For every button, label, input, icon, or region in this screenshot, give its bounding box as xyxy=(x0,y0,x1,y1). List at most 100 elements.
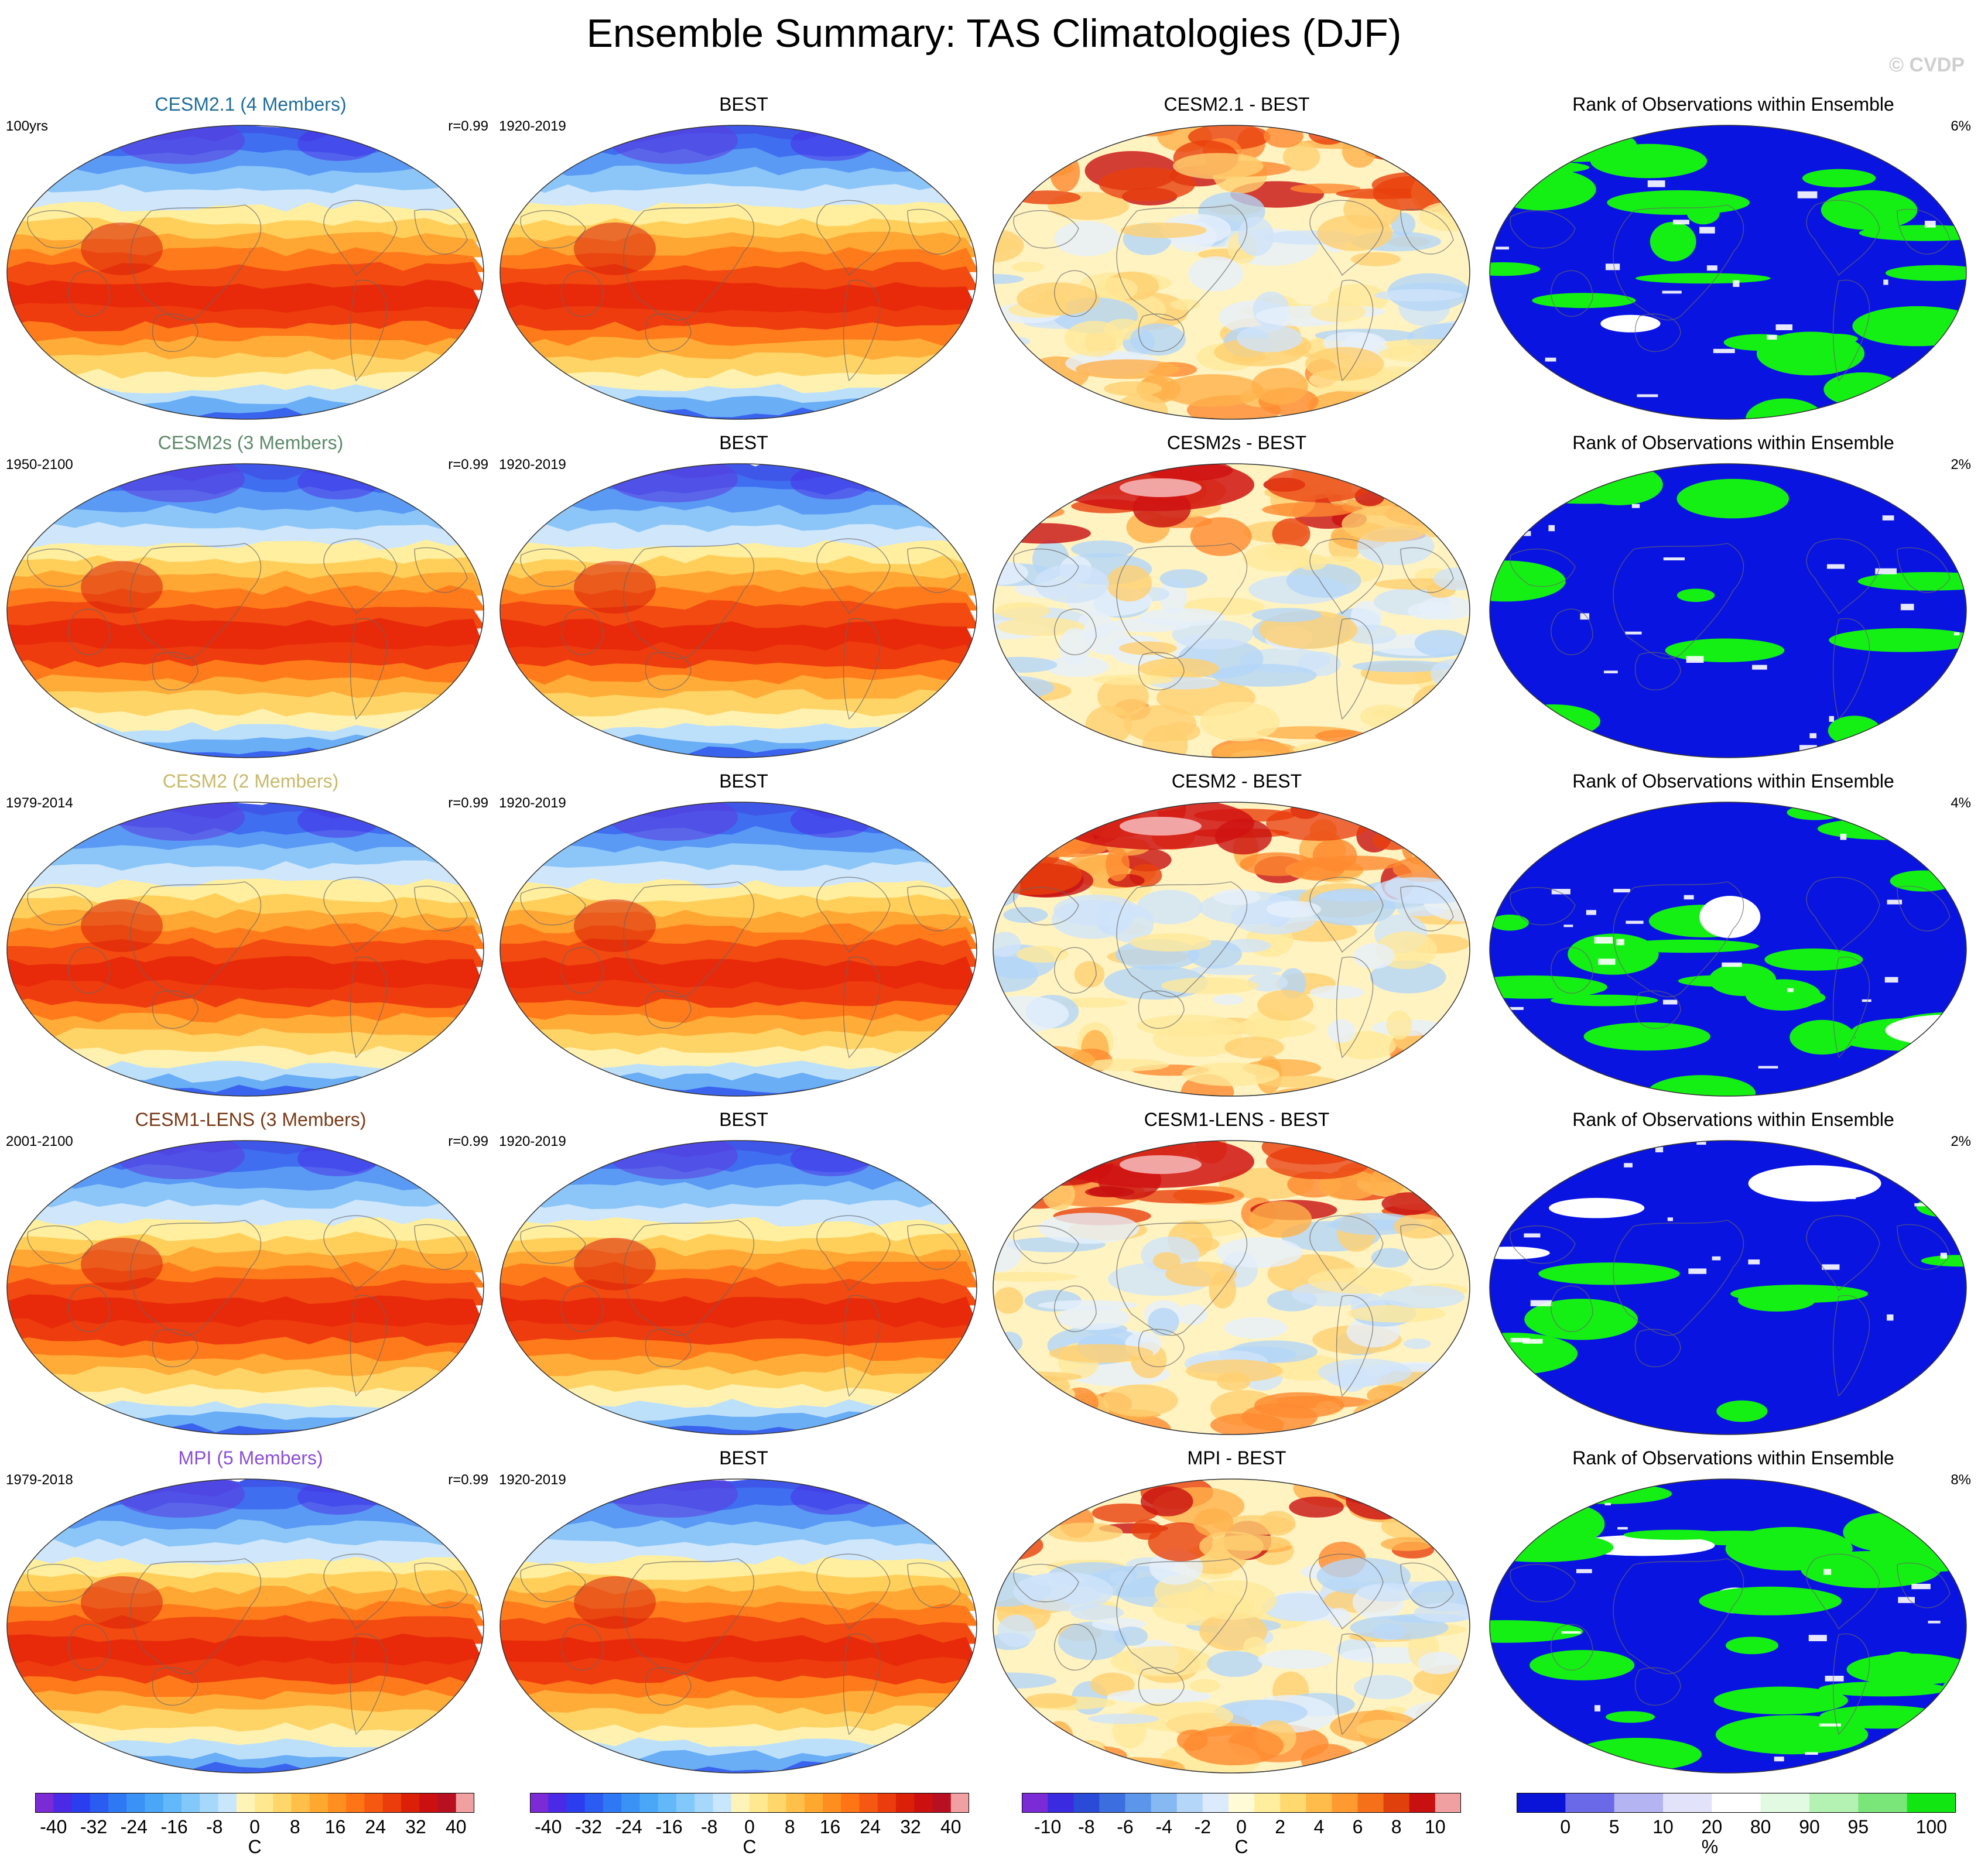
colorbar-swatch xyxy=(1809,1793,1859,1813)
obs-colorbar: -40 -32 -24 -16 -8 0 8 16 24 32 40 C xyxy=(530,1793,969,1857)
colorbar-tick-label: 0 xyxy=(249,1816,260,1837)
colorbar-tick-label: -24 xyxy=(615,1816,642,1837)
rank-map xyxy=(1489,1140,1967,1435)
colorbar-tick-label: -2 xyxy=(1194,1816,1212,1837)
panel-difference-row2: CESM2s - BEST xyxy=(991,432,1483,760)
obs-map xyxy=(499,463,977,758)
colorbar-swatch xyxy=(1099,1793,1125,1813)
colorbar-swatch xyxy=(896,1793,915,1813)
panel-rank-row4: Rank of Observations within Ensemble 2% xyxy=(1487,1109,1979,1437)
colorbar-swatch xyxy=(1048,1793,1074,1813)
colorbar-tick-label: 6 xyxy=(1352,1816,1363,1837)
colorbar-swatch xyxy=(1125,1793,1152,1813)
colorbar-tick-label: 0 xyxy=(1236,1816,1247,1837)
colorbar-tick-label: 32 xyxy=(405,1816,426,1837)
pattern-correlation: r=0.99 xyxy=(448,1134,488,1149)
colorbar-swatch xyxy=(950,1793,969,1813)
colorbar-tick-label: 16 xyxy=(819,1816,841,1837)
panel-period: 1920-2019 xyxy=(499,118,566,134)
pattern-correlation: r=0.99 xyxy=(448,795,488,811)
colorbar-swatch xyxy=(35,1793,54,1813)
colorbar-swatch xyxy=(126,1793,145,1813)
rank-percent: 2% xyxy=(1951,457,1971,473)
colorbar-swatch xyxy=(273,1793,292,1813)
colorbar-swatch xyxy=(1858,1793,1908,1813)
pattern-correlation: r=0.99 xyxy=(448,457,488,473)
panel-period: 100yrs xyxy=(6,118,49,134)
colorbar-unit: C xyxy=(1234,1836,1248,1857)
model-map xyxy=(6,125,484,420)
colorbar-swatch xyxy=(328,1793,347,1813)
rank-map xyxy=(1489,1478,1967,1774)
colorbar-swatch xyxy=(841,1793,860,1813)
colorbar-swatch xyxy=(1712,1793,1761,1813)
obs-map xyxy=(499,802,977,1097)
panel-rank-row2: Rank of Observations within Ensemble 2% xyxy=(1487,432,1979,760)
obs-map xyxy=(499,1478,977,1774)
colorbar-swatch xyxy=(1357,1793,1384,1813)
colorbar-tick-label: -8 xyxy=(1078,1816,1095,1837)
colorbar-tick-label: -32 xyxy=(80,1816,108,1837)
difference-map xyxy=(993,125,1470,420)
panel-title: CESM2s (3 Members) xyxy=(158,432,344,453)
colorbar-swatch xyxy=(1614,1793,1664,1813)
panel-title: CESM2s - BEST xyxy=(1166,432,1307,453)
colorbar-swatch xyxy=(53,1793,72,1813)
panel-model-row2: CESM2s (3 Members) 1950-2100 r=0.99 xyxy=(5,432,497,760)
panel-period: 1920-2019 xyxy=(499,1472,566,1488)
panel-obs-row1: BEST 1920-2019 xyxy=(498,94,990,422)
colorbar-tick-label: 8 xyxy=(784,1816,795,1837)
colorbar-swatch xyxy=(255,1793,273,1813)
panel-title: CESM2 - BEST xyxy=(1171,771,1302,792)
colorbar-swatch xyxy=(786,1793,805,1813)
panel-obs-row4: BEST 1920-2019 xyxy=(498,1109,990,1437)
panel-title: CESM1-LENS (3 Members) xyxy=(135,1109,367,1130)
colorbar-swatch xyxy=(1383,1793,1410,1813)
colorbar-tick-label: -40 xyxy=(535,1816,562,1837)
figure-title: Ensemble Summary: TAS Climatologies (DJF… xyxy=(586,11,1402,56)
model-map xyxy=(6,802,484,1097)
copyright-watermark: © CVDP xyxy=(1889,54,1965,76)
panel-period: 1979-2014 xyxy=(6,795,73,811)
colorbar-swatch xyxy=(804,1793,823,1813)
panel-period: 1920-2019 xyxy=(499,795,566,811)
colorbar-swatch xyxy=(548,1793,567,1813)
panel-difference-row4: CESM1-LENS - BEST xyxy=(991,1109,1483,1437)
panel-period: 1920-2019 xyxy=(499,457,566,473)
colorbar-tick-label: 32 xyxy=(900,1816,921,1837)
difference-map xyxy=(993,802,1470,1097)
colorbar-swatch xyxy=(382,1793,402,1813)
colorbar-swatch xyxy=(731,1793,750,1813)
rank-map xyxy=(1489,802,1967,1097)
colorbar-tick-label: 24 xyxy=(860,1816,881,1837)
colorbar-swatch xyxy=(346,1793,365,1813)
colorbar-tick-label: 8 xyxy=(1391,1816,1402,1837)
colorbar-swatch xyxy=(90,1793,109,1813)
colorbar-tick-label: -24 xyxy=(120,1816,148,1837)
panel-rank-row5: Rank of Observations within Ensemble 8% xyxy=(1487,1447,1979,1775)
panel-title: Rank of Observations within Ensemble xyxy=(1572,94,1894,115)
panel-period: 2001-2100 xyxy=(6,1134,73,1149)
colorbar-swatch xyxy=(1073,1793,1100,1813)
panel-obs-row3: BEST 1920-2019 xyxy=(498,771,990,1098)
colorbar-swatch xyxy=(621,1793,640,1813)
panel-title: BEST xyxy=(719,771,768,792)
colorbar-unit: C xyxy=(248,1836,262,1857)
colorbar-swatch xyxy=(1176,1793,1203,1813)
difference-map xyxy=(993,1140,1470,1435)
colorbar-tick-label: 4 xyxy=(1313,1816,1325,1837)
colorbar-tick-label: -8 xyxy=(206,1816,223,1837)
colorbar-swatch xyxy=(823,1793,841,1813)
panel-title: BEST xyxy=(719,1109,768,1130)
colorbar-swatch xyxy=(1332,1793,1359,1813)
colorbar-swatch xyxy=(859,1793,878,1813)
colorbar-swatch xyxy=(713,1793,732,1813)
obs-map xyxy=(499,125,977,420)
colorbar-unit: C xyxy=(742,1836,757,1857)
colorbar-swatch xyxy=(182,1793,200,1813)
colorbar-tick-label: 40 xyxy=(940,1816,962,1837)
colorbar-swatch xyxy=(530,1793,549,1813)
panel-title: MPI - BEST xyxy=(1187,1447,1286,1468)
rank-percent: 8% xyxy=(1951,1472,1971,1488)
panel-title: Rank of Observations within Ensemble xyxy=(1572,1447,1894,1468)
